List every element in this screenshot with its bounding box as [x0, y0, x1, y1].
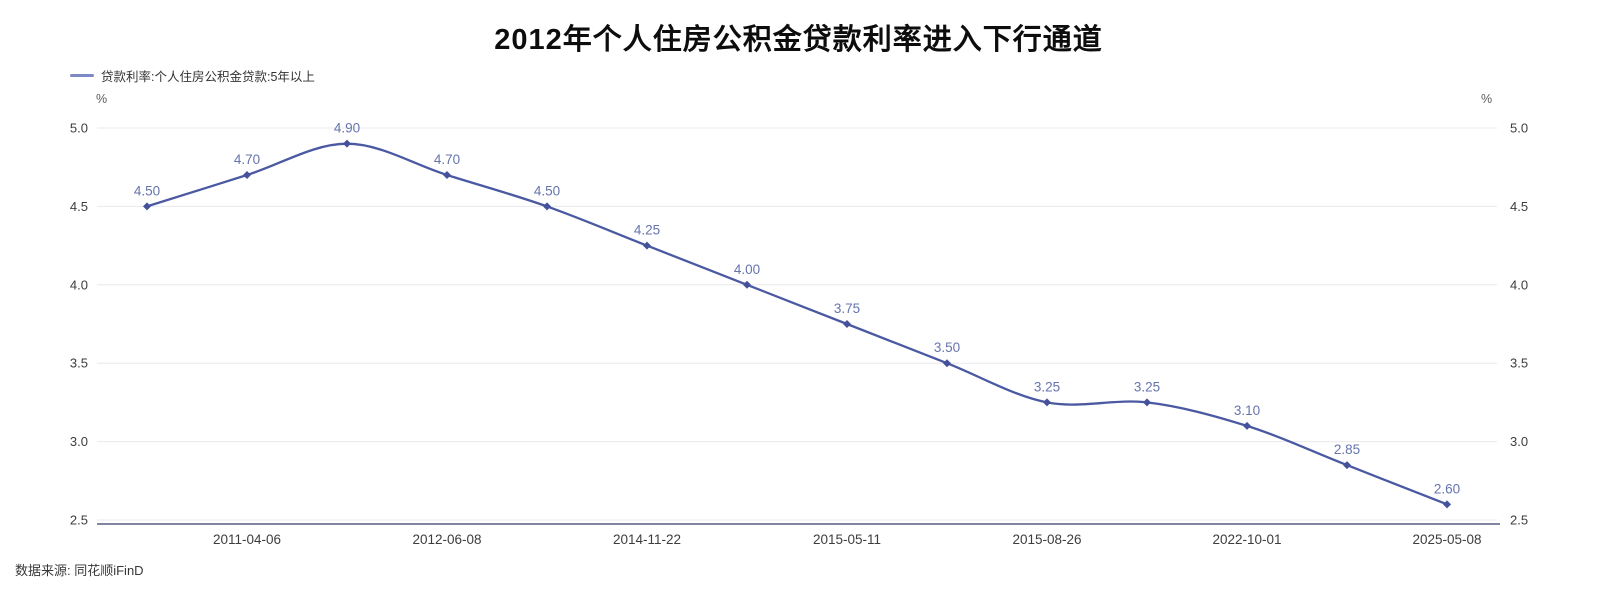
- y-axis-tick-label-right: 4.0: [1510, 277, 1528, 292]
- data-point-label: 3.75: [834, 301, 860, 316]
- y-axis-tick-label-right: 4.5: [1510, 199, 1528, 214]
- x-axis-tick-label: 2014-11-22: [613, 532, 681, 547]
- y-axis-unit-right: %: [1481, 92, 1493, 106]
- x-axis-tick-label: 2012-06-08: [412, 532, 481, 547]
- data-point-marker: [643, 241, 651, 250]
- data-point-marker: [843, 320, 851, 328]
- data-point-marker: [1343, 461, 1351, 470]
- y-axis-tick-label-right: 2.5: [1510, 513, 1528, 528]
- data-point-marker: [743, 280, 751, 289]
- data-point-label: 3.50: [934, 340, 960, 355]
- x-axis-tick-label: 2015-05-11: [813, 532, 881, 547]
- y-axis-tick-label-left: 3.5: [70, 356, 88, 371]
- data-point-label: 4.00: [734, 262, 760, 277]
- data-point-marker: [1143, 398, 1151, 407]
- data-point-label: 3.25: [1034, 379, 1060, 394]
- data-point-label: 3.25: [1134, 379, 1160, 394]
- series-line: [145, 142, 1449, 506]
- y-axis-tick-label-left: 5.0: [70, 121, 88, 136]
- x-axis-tick-label: 2025-05-08: [1412, 532, 1481, 547]
- data-point-marker: [1243, 421, 1251, 430]
- data-point-label: 4.70: [434, 152, 460, 167]
- legend-item[interactable]: 贷款利率:个人住房公积金贷款:5年以上: [70, 66, 315, 85]
- data-point-marker: [1043, 398, 1051, 407]
- legend-label: 贷款利率:个人住房公积金贷款:5年以上: [101, 70, 315, 84]
- y-axis-tick-label-right: 3.5: [1510, 356, 1528, 371]
- x-axis-tick-label: 2011-04-06: [213, 532, 281, 547]
- data-point-marker: [443, 171, 451, 180]
- data-point-marker: [143, 202, 151, 211]
- data-point-marker: [943, 359, 951, 368]
- data-point-label: 2.60: [1434, 481, 1460, 496]
- y-axis-tick-label-left: 4.0: [70, 277, 88, 292]
- chart-title: 2012年个人住房公积金贷款利率进入下行通道: [494, 24, 1103, 56]
- data-point-marker: [1443, 500, 1451, 509]
- data-point-marker: [543, 202, 551, 211]
- data-point-label: 4.70: [234, 152, 260, 167]
- y-axis-tick-label-left: 3.0: [70, 434, 88, 449]
- legend-line-icon: [70, 74, 94, 77]
- data-point-label: 4.50: [134, 183, 160, 198]
- y-axis-tick-label-right: 5.0: [1510, 121, 1528, 136]
- data-point-label: 4.90: [334, 121, 360, 136]
- data-point-label: 4.50: [534, 183, 560, 198]
- data-point-label: 3.10: [1234, 403, 1260, 418]
- y-axis-tick-label-left: 2.5: [70, 513, 88, 528]
- data-point-marker: [243, 171, 251, 180]
- data-source-note: 数据来源: 同花顺iFinD: [15, 563, 144, 578]
- x-axis-tick-label: 2022-10-01: [1212, 532, 1281, 547]
- data-point-label: 4.25: [634, 223, 660, 238]
- data-point-marker: [343, 139, 351, 148]
- y-axis-unit-left: %: [96, 92, 108, 106]
- y-axis-tick-label-right: 3.0: [1510, 434, 1528, 449]
- y-axis-tick-label-left: 4.5: [70, 199, 88, 214]
- x-axis-tick-label: 2015-08-26: [1012, 532, 1081, 547]
- data-point-label: 2.85: [1334, 442, 1360, 457]
